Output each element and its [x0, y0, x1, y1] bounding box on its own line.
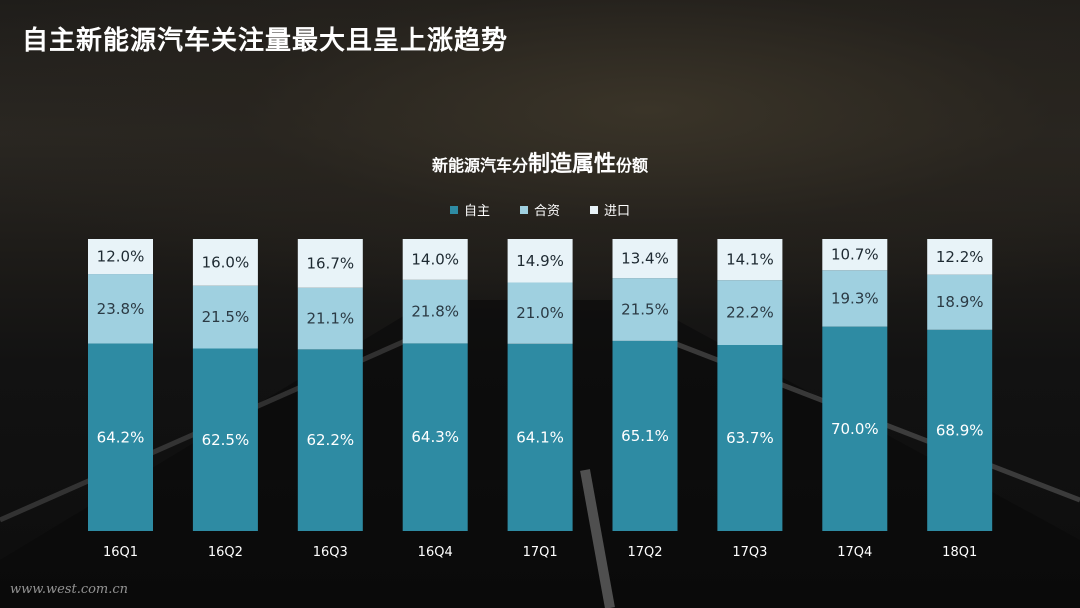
x-tick-label-18Q1: 18Q1	[942, 545, 977, 560]
x-tick-label-16Q1: 16Q1	[103, 545, 138, 560]
data-label-zizhu-17Q1: 64.1%	[516, 428, 564, 446]
data-label-jinkou-16Q1: 12.0%	[97, 248, 145, 266]
data-label-jinkou-16Q4: 14.0%	[411, 250, 459, 268]
bar-segment-hezi-16Q3	[297, 287, 363, 350]
bar-segment-hezi-17Q4	[822, 270, 888, 327]
data-label-hezi-17Q4: 19.3%	[831, 289, 879, 307]
bar-segment-jinkou-16Q4	[402, 239, 468, 280]
data-label-hezi-16Q4: 21.8%	[411, 303, 459, 321]
bar-segment-zizhu-17Q4	[822, 326, 888, 531]
bar-segment-hezi-16Q4	[402, 279, 468, 344]
legend-swatch-hezi	[519, 205, 528, 214]
bar-segment-jinkou-17Q4	[822, 239, 888, 271]
x-tick-label-16Q3: 16Q3	[313, 545, 348, 560]
bar-segment-hezi-17Q3	[717, 280, 783, 345]
data-label-zizhu-18Q1: 68.9%	[936, 421, 984, 439]
data-label-jinkou-18Q1: 12.2%	[936, 248, 984, 266]
legend-swatch-zizhu	[449, 205, 458, 214]
data-label-jinkou-16Q3: 16.7%	[306, 254, 354, 272]
bar-segment-zizhu-18Q1	[927, 329, 993, 531]
bar-segment-zizhu-17Q1	[507, 343, 573, 531]
bar-segment-zizhu-17Q3	[717, 344, 783, 531]
x-tick-label-17Q2: 17Q2	[627, 545, 662, 560]
bar-segment-jinkou-18Q1	[927, 239, 993, 275]
page-title: 自主新能源汽车关注量最大且呈上涨趋势	[22, 26, 509, 56]
bar-segment-hezi-16Q2	[192, 285, 258, 349]
bar-segment-hezi-16Q1	[88, 274, 153, 344]
chart-title-part3: 份额	[616, 156, 649, 175]
legend-item-hezi: 合资	[519, 200, 560, 219]
chart-title: 新能源汽车分制造属性份额	[0, 146, 1080, 178]
x-tick-label-17Q1: 17Q1	[523, 545, 558, 560]
legend-item-zizhu: 自主	[449, 200, 490, 219]
data-label-zizhu-17Q3: 63.7%	[726, 429, 774, 447]
data-label-jinkou-17Q1: 14.9%	[516, 252, 564, 270]
bar-segment-zizhu-17Q2	[612, 340, 678, 531]
bar-segment-hezi-17Q2	[612, 278, 678, 341]
legend-label-zizhu: 自主	[463, 204, 490, 219]
data-label-hezi-17Q1: 21.0%	[516, 304, 564, 322]
data-label-jinkou-17Q2: 13.4%	[621, 250, 669, 268]
bar-segment-hezi-17Q1	[507, 282, 573, 344]
x-tick-label-17Q4: 17Q4	[837, 545, 872, 560]
data-label-hezi-16Q1: 23.8%	[97, 300, 145, 318]
data-label-hezi-16Q3: 21.1%	[306, 310, 354, 328]
chart-title-part2: 制造属性	[527, 152, 616, 177]
data-label-jinkou-17Q4: 10.7%	[831, 246, 879, 264]
x-tick-label-16Q4: 16Q4	[418, 545, 453, 560]
bar-segment-jinkou-17Q1	[507, 239, 573, 283]
legend-label-hezi: 合资	[533, 204, 560, 219]
bar-segment-hezi-18Q1	[927, 274, 993, 330]
bar-segment-jinkou-17Q2	[612, 239, 678, 279]
bar-segment-zizhu-16Q1	[88, 343, 153, 531]
x-tick-label-17Q3: 17Q3	[732, 545, 767, 560]
chart-title-part1: 新能源汽车分	[431, 156, 528, 175]
data-label-zizhu-16Q2: 62.5%	[202, 431, 250, 449]
data-label-jinkou-16Q2: 16.0%	[202, 253, 250, 271]
bar-segment-jinkou-17Q3	[717, 239, 783, 281]
chart-legend: 自主 合资 进口	[0, 200, 1080, 219]
data-label-jinkou-17Q3: 14.1%	[726, 251, 774, 269]
data-label-hezi-17Q3: 22.2%	[726, 304, 774, 322]
bar-segment-zizhu-16Q2	[192, 348, 258, 531]
watermark: www.west.com.cn	[10, 582, 129, 597]
bar-segment-jinkou-16Q3	[297, 239, 363, 288]
data-label-zizhu-16Q3: 62.2%	[306, 431, 354, 449]
data-label-hezi-16Q2: 21.5%	[202, 308, 250, 326]
data-label-hezi-18Q1: 18.9%	[936, 293, 984, 311]
data-label-hezi-17Q2: 21.5%	[621, 301, 669, 319]
legend-item-jinkou: 进口	[590, 200, 630, 219]
x-tick-label-16Q2: 16Q2	[208, 545, 243, 560]
data-label-zizhu-16Q4: 64.3%	[411, 428, 459, 446]
bar-segment-zizhu-16Q4	[402, 343, 468, 531]
data-label-zizhu-16Q1: 64.2%	[97, 428, 145, 446]
bar-segment-zizhu-16Q3	[297, 349, 363, 531]
data-label-zizhu-17Q2: 65.1%	[621, 427, 669, 445]
legend-label-jinkou: 进口	[604, 204, 631, 219]
bar-segment-jinkou-16Q1	[88, 239, 153, 275]
legend-swatch-jinkou	[590, 205, 598, 214]
data-label-zizhu-17Q4: 70.0%	[831, 420, 879, 438]
bar-segment-jinkou-16Q2	[192, 239, 258, 286]
